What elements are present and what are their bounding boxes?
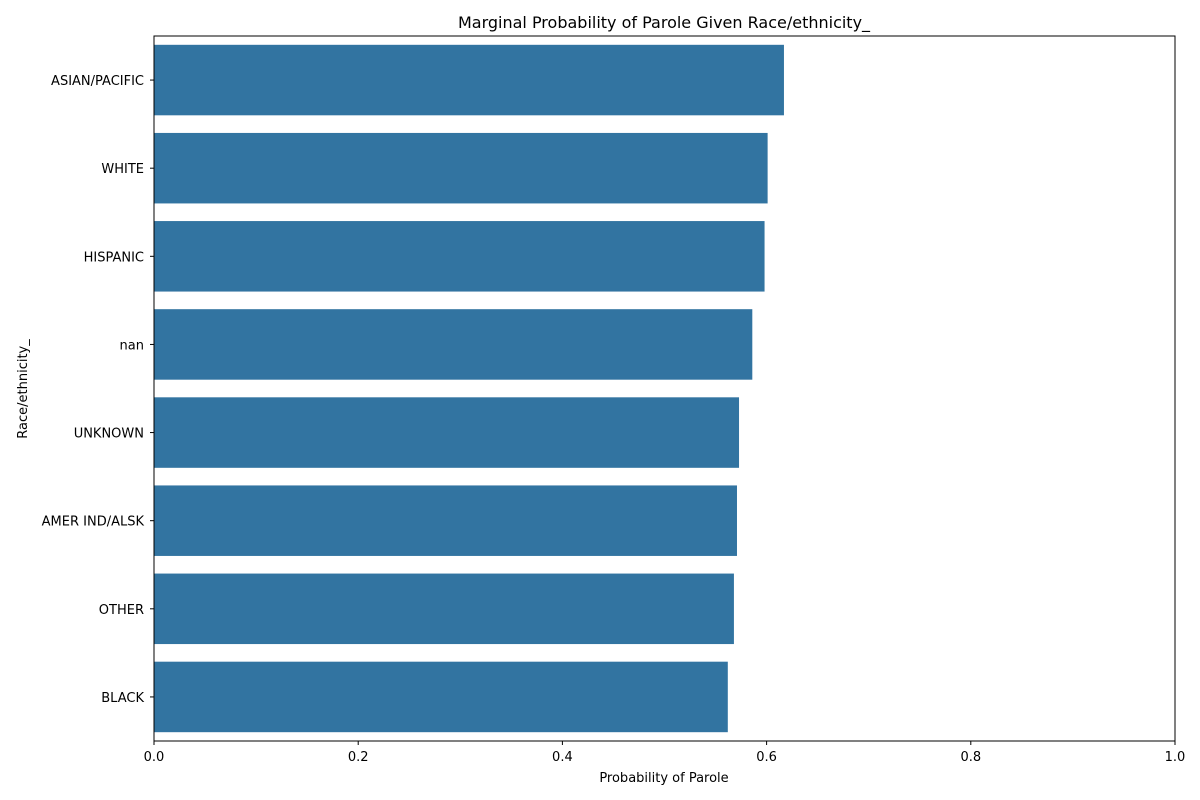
bar <box>154 221 765 292</box>
bar <box>154 309 753 380</box>
y-tick-label: HISPANIC <box>84 250 144 265</box>
y-tick-label: BLACK <box>101 691 144 706</box>
x-axis-label: Probability of Parole <box>599 771 728 786</box>
y-tick-label: AMER IND/ALSK <box>42 515 145 530</box>
y-tick-label: WHITE <box>101 162 144 177</box>
y-tick-label: UNKNOWN <box>74 427 144 442</box>
chart-title: Marginal Probability of Parole Given Rac… <box>458 13 871 33</box>
y-axis-ticks: ASIAN/PACIFIC WHITE HISPANIC nan UNKNOWN AMER… <box>42 74 154 706</box>
bar <box>154 573 734 645</box>
x-axis-ticks: 0.0 0.2 0.4 0.6 0.8 1.0 <box>144 741 1186 765</box>
bar <box>154 485 737 556</box>
bars-group <box>154 44 784 733</box>
y-tick-label: ASIAN/PACIFIC <box>51 74 144 89</box>
bar <box>154 132 768 204</box>
plot-frame <box>153 35 1176 742</box>
bar <box>154 397 740 468</box>
x-tick-label: 0.4 <box>552 750 573 765</box>
x-tick-label: 0.0 <box>144 750 165 765</box>
y-tick-label: OTHER <box>99 603 144 618</box>
bar <box>154 661 728 733</box>
y-tick-label: nan <box>120 338 144 353</box>
y-axis-label: Race/ethnicity_ <box>16 339 31 439</box>
x-tick-label: 0.8 <box>960 750 981 765</box>
x-tick-label: 0.6 <box>756 750 777 765</box>
bar <box>154 44 784 116</box>
x-tick-label: 0.2 <box>348 750 369 765</box>
x-tick-label: 1.0 <box>1165 750 1186 765</box>
